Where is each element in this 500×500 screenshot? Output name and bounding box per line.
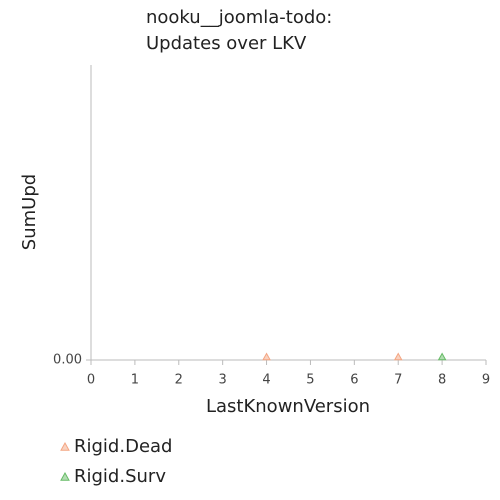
x-tick-label: 5: [306, 373, 314, 388]
x-tick-label: 7: [394, 373, 402, 388]
x-axis-label: LastKnownVersion: [206, 396, 370, 417]
x-tick-label: 1: [131, 373, 139, 388]
x-tick-label: 0: [87, 373, 95, 388]
point: [393, 352, 403, 361]
chart-title: nooku__joomla-todo:: [146, 7, 332, 28]
y-axis-label: SumUpd: [19, 174, 40, 250]
legend-label: Rigid.Dead: [74, 436, 172, 457]
legend-marker: [60, 441, 70, 451]
y-tick-label: 0.00: [53, 353, 82, 368]
chart-title: Updates over LKV: [146, 33, 307, 54]
x-tick-label: 3: [219, 373, 227, 388]
point: [262, 352, 271, 361]
x-tick-label: 2: [175, 373, 183, 388]
legend-marker: [60, 471, 70, 481]
legend-label: Rigid.Surv: [74, 466, 166, 487]
x-tick-label: 4: [262, 373, 270, 388]
x-tick-label: 9: [482, 373, 490, 388]
x-tick-label: 8: [438, 373, 446, 388]
x-tick-label: 6: [350, 373, 358, 388]
point: [437, 352, 447, 361]
